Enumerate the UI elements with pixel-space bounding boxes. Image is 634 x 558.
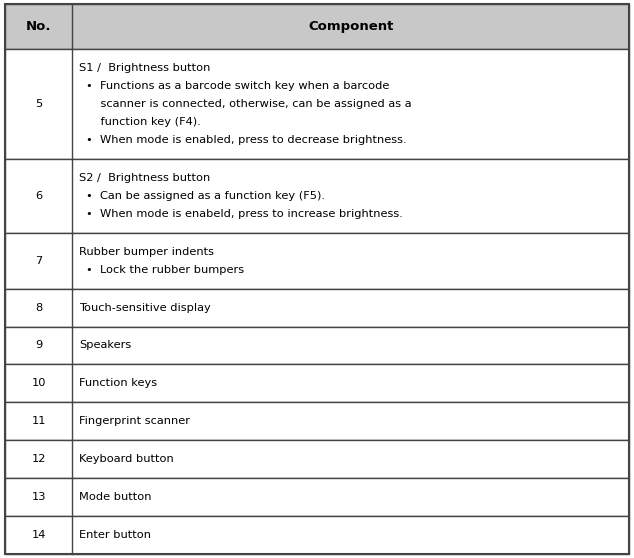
Text: Component: Component bbox=[308, 20, 393, 33]
Text: Enter button: Enter button bbox=[79, 530, 151, 540]
Bar bbox=[5, 159, 629, 233]
Text: 8: 8 bbox=[35, 302, 42, 312]
Text: 7: 7 bbox=[35, 256, 42, 266]
Text: No.: No. bbox=[26, 20, 51, 33]
Bar bbox=[5, 478, 629, 516]
Text: •  When mode is enabeld, press to increase brightness.: • When mode is enabeld, press to increas… bbox=[86, 209, 403, 219]
Text: 13: 13 bbox=[32, 492, 46, 502]
Text: function key (F4).: function key (F4). bbox=[86, 117, 201, 127]
Text: 11: 11 bbox=[32, 416, 46, 426]
Text: •  Lock the rubber bumpers: • Lock the rubber bumpers bbox=[86, 265, 245, 275]
Bar bbox=[5, 326, 629, 364]
Bar bbox=[5, 440, 629, 478]
Text: S2 /  Brightness button: S2 / Brightness button bbox=[79, 173, 210, 183]
Text: S1 /  Brightness button: S1 / Brightness button bbox=[79, 63, 210, 73]
Text: Touch-sensitive display: Touch-sensitive display bbox=[79, 302, 210, 312]
Text: 10: 10 bbox=[32, 378, 46, 388]
Bar bbox=[5, 402, 629, 440]
Bar bbox=[5, 288, 629, 326]
Text: •  Can be assigned as a function key (F5).: • Can be assigned as a function key (F5)… bbox=[86, 191, 325, 201]
Text: Keyboard button: Keyboard button bbox=[79, 454, 174, 464]
Text: 14: 14 bbox=[32, 530, 46, 540]
Text: 12: 12 bbox=[32, 454, 46, 464]
Text: 6: 6 bbox=[36, 191, 42, 201]
Text: •  When mode is enabled, press to decrease brightness.: • When mode is enabled, press to decreas… bbox=[86, 135, 407, 145]
Text: 9: 9 bbox=[35, 340, 42, 350]
Bar bbox=[5, 364, 629, 402]
Text: Function keys: Function keys bbox=[79, 378, 157, 388]
Bar bbox=[5, 233, 629, 288]
Text: Speakers: Speakers bbox=[79, 340, 131, 350]
Bar bbox=[5, 516, 629, 554]
Text: scanner is connected, otherwise, can be assigned as a: scanner is connected, otherwise, can be … bbox=[86, 99, 412, 109]
Text: Fingerprint scanner: Fingerprint scanner bbox=[79, 416, 190, 426]
Bar bbox=[5, 4, 629, 49]
Text: 5: 5 bbox=[35, 99, 42, 109]
Bar bbox=[5, 49, 629, 159]
Text: Mode button: Mode button bbox=[79, 492, 152, 502]
Text: Rubber bumper indents: Rubber bumper indents bbox=[79, 247, 214, 257]
Text: •  Functions as a barcode switch key when a barcode: • Functions as a barcode switch key when… bbox=[86, 81, 390, 91]
